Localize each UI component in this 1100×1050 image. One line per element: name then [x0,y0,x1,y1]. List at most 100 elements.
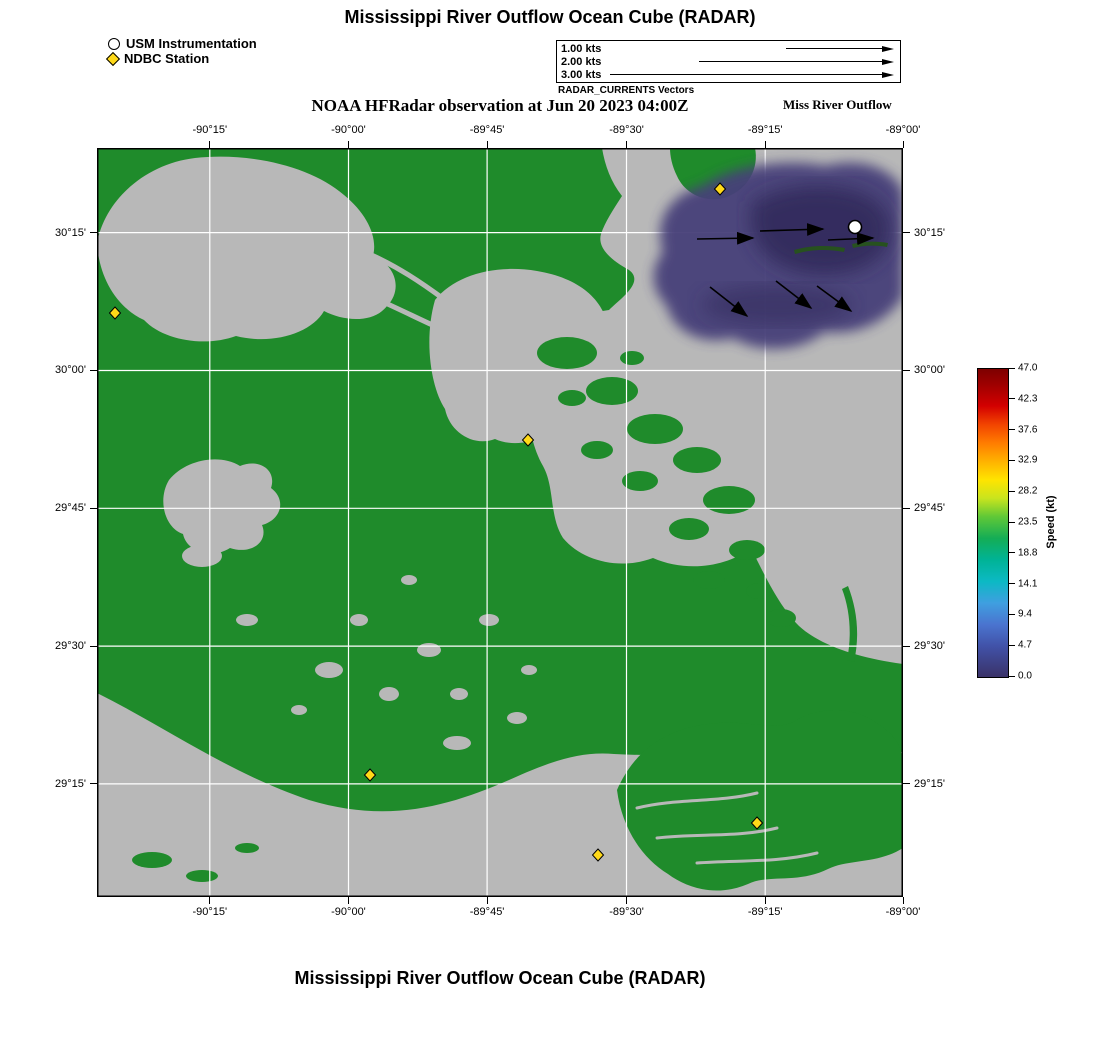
axis-tick-mark [1009,552,1015,554]
axis-tick-mark [903,783,910,785]
current-vector-arrow [816,285,853,312]
colorbar-tick-label: 37.6 [1018,424,1038,436]
scale-arrow-shaft [786,47,882,50]
lake-pontchartrain [97,156,396,342]
colorbar [977,368,1009,678]
colorbar-tick-label: 18.8 [1018,547,1038,559]
ndbc-station-marker [521,433,535,447]
lon-tick-label-top: -89°30' [609,124,644,136]
barrier-island [794,245,845,254]
current-vector-arrow [709,286,749,317]
lon-tick-label-bottom: -89°00' [885,906,921,918]
lat-tick-label-right: 29°45' [914,502,945,515]
lon-tick-label-top: -89°15' [747,124,783,136]
legend-label-usm: USM Instrumentation [126,36,257,51]
axis-tick-mark [1009,367,1015,369]
vector-scale-label: 2.00 kts [561,55,602,68]
small-lake-lobe [182,545,222,567]
axis-tick-mark [486,141,488,148]
legend-label-ndbc: NDBC Station [124,51,210,66]
ndbc-station-marker [713,182,727,196]
scale-arrow-icon [786,45,894,52]
axis-tick-mark [626,141,628,148]
map-frame [97,148,903,897]
lat-tick-label-right: 30°15' [914,226,945,239]
axis-tick-mark [902,141,904,148]
lon-tick-label-bottom: -89°45' [469,906,505,918]
vector-scale-caption: RADAR_CURRENTS Vectors [558,85,695,96]
ndbc-station-marker [363,768,377,782]
axis-tick-mark [903,232,910,234]
vector-scale-label: 3.00 kts [561,68,602,81]
axis-tick-mark [90,645,97,647]
axis-tick-mark [1009,429,1015,431]
lon-tick-label-top: -90°00' [331,124,366,136]
axis-tick-mark [209,897,211,904]
figure-title-top: Mississippi River Outflow Ocean Cube (RA… [344,7,756,27]
axis-tick-mark [90,232,97,234]
colorbar-tick-label: 0.0 [1018,670,1032,682]
axis-tick-mark [486,897,488,904]
axis-tick-mark [903,645,910,647]
usm-circle-icon [108,37,120,50]
lon-tick-label-bottom: -89°30' [609,906,644,918]
colorbar-tick-label: 9.4 [1018,608,1032,620]
lat-tick-label-left: 29°45' [55,502,86,515]
axis-tick-mark [626,897,628,904]
lat-tick-label-right: 30°00' [914,364,945,377]
small-lake [163,459,281,554]
river-delta [617,709,903,891]
lat-tick-label-right: 29°30' [914,640,945,653]
map [97,148,903,897]
axis-tick-mark [1009,398,1015,400]
current-vector-arrow [696,231,755,245]
vector-scale-row: 2.00 kts [561,56,896,68]
current-vectors [696,223,875,317]
colorbar-tick-label: 4.7 [1018,639,1032,651]
map-canvas [97,148,903,897]
vector-scale-row: 1.00 kts [561,43,896,55]
radar-current-field [653,162,903,349]
colorbar-axis-label: Speed (kt) [1045,495,1057,549]
current-vector-arrow [827,232,875,246]
colorbar-tick-label: 32.9 [1018,454,1038,466]
figure-title-bottom: Mississippi River Outflow Ocean Cube (RA… [294,968,706,988]
scale-arrow-icon [610,71,894,78]
vector-scale-label: 1.00 kts [561,42,602,55]
lat-tick-label-left: 29°15' [55,777,86,790]
current-vector-arrow [759,223,825,236]
lon-tick-label-bottom: -90°15' [192,906,228,918]
scale-arrow-icon [699,58,894,65]
ndbc-diamond-icon [105,51,121,66]
vector-scale-row: 3.00 kts [561,69,896,81]
axis-tick-mark [347,141,349,148]
observation-subtitle: NOAA HFRadar observation at Jun 20 2023 … [311,96,689,115]
colorbar-gradient [978,369,1008,677]
axis-tick-mark [1009,613,1015,615]
axis-tick-mark [1009,521,1015,523]
legend-item-usm: USM Instrumentation [108,36,257,51]
lon-tick-label-top: -90°15' [192,124,228,136]
lat-tick-label-left: 30°15' [55,226,86,239]
axis-tick-mark [347,897,349,904]
scale-arrow-shaft [610,73,882,76]
scale-arrow-head [882,71,894,78]
lon-tick-label-bottom: -90°00' [331,906,366,918]
axis-tick-mark [90,369,97,371]
lat-tick-label-right: 29°15' [914,777,945,790]
axis-tick-mark [209,141,211,148]
axis-tick-mark [1009,644,1015,646]
lat-tick-label-left: 29°30' [55,640,86,653]
axis-tick-mark [90,783,97,785]
colorbar-tick-label: 47.0 [1018,362,1038,374]
lat-tick-label-left: 30°00' [55,364,86,377]
outflow-label: Miss River Outflow [783,97,892,112]
axis-tick-mark [903,507,910,509]
ndbc-station-marker [750,816,764,830]
axis-tick-mark [902,897,904,904]
chandeleur-islands [842,586,858,662]
legend-item-ndbc: NDBC Station [105,51,257,66]
colorbar-tick-label: 23.5 [1018,516,1038,528]
colorbar-tick-label: 14.1 [1018,578,1038,590]
